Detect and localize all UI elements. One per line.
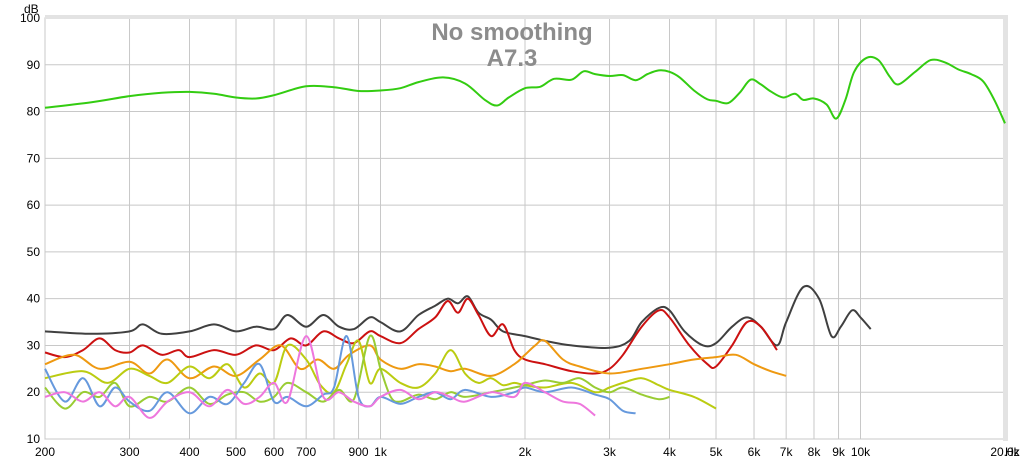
series-line-6 — [44, 334, 670, 410]
series-line-3 — [44, 297, 778, 375]
x-tick-label: 20.0k — [990, 445, 1020, 459]
x-tick-label: 500 — [226, 445, 246, 459]
y-tick-label: 30 — [27, 338, 41, 352]
series-line-4 — [44, 339, 787, 380]
plot-frame-top — [45, 15, 1008, 19]
plot-frame-right — [1003, 16, 1008, 441]
x-tick-label: 3k — [603, 445, 617, 459]
y-tick-label: 70 — [27, 151, 41, 165]
y-tick-label: 10 — [27, 432, 41, 446]
x-tick-label: 1k — [374, 445, 388, 459]
y-tick-label: 40 — [27, 292, 41, 306]
series-line-2 — [44, 285, 872, 349]
x-unit-label: Hz — [1005, 445, 1020, 459]
y-tick-label: 90 — [27, 58, 41, 72]
series-line-7 — [44, 335, 636, 415]
x-tick-label: 5k — [710, 445, 724, 459]
x-tick-label: 9k — [832, 445, 846, 459]
x-tick-labels: 200 300 400 500 600 700 900 1k 2k 3k 4k 5k 6k 7k 8k 9k 1… — [35, 445, 1021, 459]
y-tick-label: 60 — [27, 198, 41, 212]
y-tick-label: 20 — [27, 385, 41, 399]
y-tick-label: 100 — [20, 11, 40, 25]
grid — [44, 17, 1006, 440]
series-group — [44, 55, 1006, 419]
y-tick-label: 80 — [27, 105, 41, 119]
y-unit-label: dB — [24, 2, 39, 16]
x-tick-label: 4k — [663, 445, 677, 459]
x-tick-label: 6k — [748, 445, 762, 459]
x-tick-label: 200 — [35, 445, 55, 459]
chart-subtitle: A7.3 — [487, 45, 538, 72]
x-tick-label: 400 — [179, 445, 199, 459]
x-tick-label: 8k — [808, 445, 822, 459]
x-tick-label: 7k — [780, 445, 794, 459]
chart-title: No smoothing — [431, 19, 592, 46]
x-tick-label: 900 — [349, 445, 369, 459]
x-tick-label: 10k — [851, 445, 871, 459]
series-line-8 — [44, 335, 596, 419]
series-line-1 — [44, 55, 1006, 124]
x-tick-label: 300 — [120, 445, 140, 459]
y-tick-label: 50 — [27, 245, 41, 259]
x-tick-label: 2k — [519, 445, 533, 459]
y-tick-labels: 10 20 30 40 50 60 70 80 90 100 — [20, 11, 40, 446]
x-tick-label: 600 — [264, 445, 284, 459]
x-tick-label: 700 — [296, 445, 316, 459]
